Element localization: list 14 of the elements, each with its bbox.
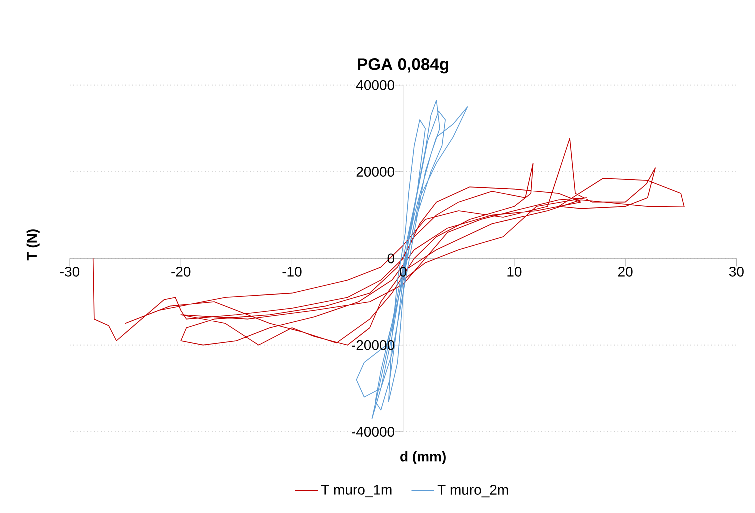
x-tick-label: 30 <box>729 266 744 277</box>
x-tick-label: -10 <box>282 266 302 277</box>
x-tick-label: 10 <box>508 266 522 277</box>
legend-label: T muro_1m <box>321 485 392 498</box>
x-tick-label: -30 <box>60 266 80 277</box>
y-tick-label: -40000 <box>352 427 395 437</box>
y-axis-title: T (N) <box>26 230 40 261</box>
x-tick-label: -20 <box>172 266 191 277</box>
x-axis-title: d (mm) <box>400 451 446 465</box>
chart-title: PGA 0,084g <box>358 58 449 74</box>
y-tick-label: 40000 <box>356 80 395 90</box>
y-tick-label: 20000 <box>356 167 395 177</box>
legend-label: T muro_2m <box>438 485 508 498</box>
x-tick-label: 20 <box>618 266 633 277</box>
